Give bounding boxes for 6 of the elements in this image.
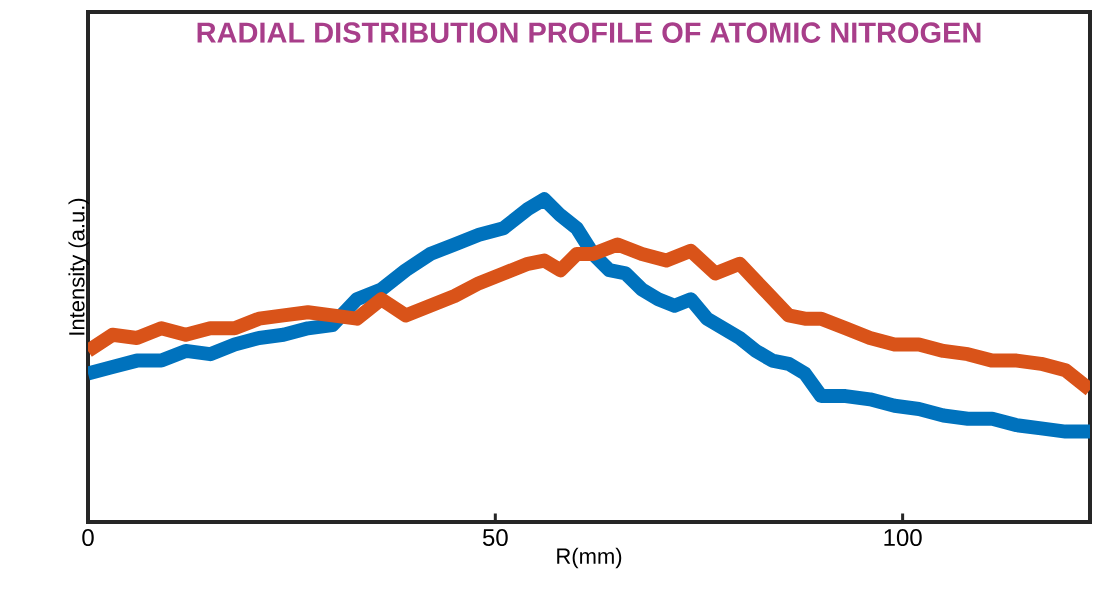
x-tick-label: 0 [82, 529, 94, 547]
x-tick-label: 50 [482, 529, 508, 547]
y-axis-title: Intensity (a.u.) [68, 198, 89, 335]
chart-title: RADIAL DISTRIBUTION PROFILE OF ATOMIC NITROGEN [197, 22, 981, 43]
x-axis-title: R(mm) [557, 547, 622, 569]
x-tick-label: 100 [884, 529, 922, 547]
